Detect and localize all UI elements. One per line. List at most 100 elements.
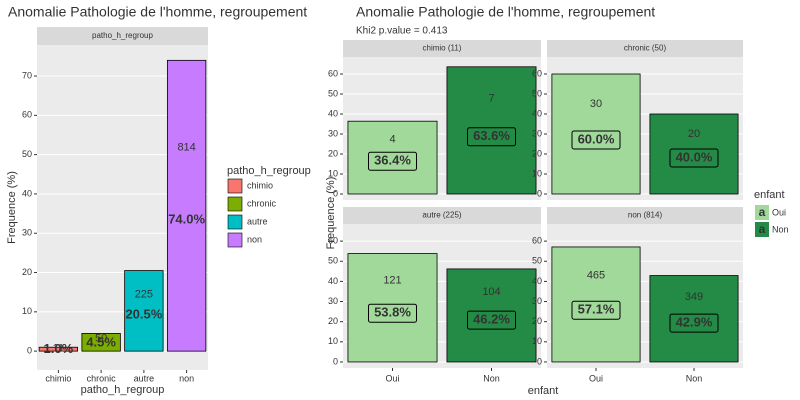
percent-label: 60.0% xyxy=(578,131,615,146)
y-tick-label: 50 xyxy=(532,256,542,266)
y-tick-label: 10 xyxy=(328,336,338,346)
y-tick-label: 20 xyxy=(328,316,338,326)
percent-label-box xyxy=(467,127,516,147)
y-tick-label: 10 xyxy=(22,306,32,316)
legend-key-text: a xyxy=(759,205,766,219)
x-tick-label: non xyxy=(179,373,194,383)
chart-title: Anomalie Pathologie de l'homme, regroupe… xyxy=(8,4,307,20)
count-label: 349 xyxy=(685,291,703,303)
y-tick-label: 40 xyxy=(532,108,542,118)
y-tick-label: 20 xyxy=(532,148,542,158)
bar xyxy=(81,333,121,352)
subtitle: Khi2 p.value = 0.413 xyxy=(356,26,448,37)
y-tick-label: 0 xyxy=(537,188,542,198)
legend-key xyxy=(755,205,769,220)
y-tick-label: 30 xyxy=(328,296,338,306)
y-tick-label: 30 xyxy=(532,128,542,138)
y-tick-label: 40 xyxy=(328,276,338,286)
y-tick-label: 30 xyxy=(328,128,338,138)
y-tick-label: 20 xyxy=(22,267,32,277)
legend-key xyxy=(227,232,243,248)
x-tick-label: Non xyxy=(483,373,500,383)
y-tick-label: 0 xyxy=(333,356,338,366)
y-tick-label: 20 xyxy=(328,148,338,158)
percent-label-box xyxy=(368,303,417,323)
count-label: 20 xyxy=(688,128,700,140)
count-label: 121 xyxy=(383,275,401,287)
x-tick-label: chimio xyxy=(45,373,71,383)
legend-title: patho_h_regroup xyxy=(227,165,311,177)
y-tick-label: 60 xyxy=(328,68,338,78)
strip-label: chimio (11) xyxy=(423,44,462,53)
y-tick-label: 60 xyxy=(22,110,32,120)
legend-key-text: a xyxy=(759,222,766,236)
legend-key xyxy=(227,196,243,212)
count-label: 104 xyxy=(482,286,500,298)
y-tick-label: 0 xyxy=(537,356,542,366)
count-label: 50 xyxy=(95,333,107,345)
percent-label-box xyxy=(669,313,719,333)
y-tick-label: 50 xyxy=(532,88,542,98)
percent-label: 74.0% xyxy=(168,212,205,227)
strip-label: chronic (50) xyxy=(624,44,667,53)
x-axis-label: patho_h_regroup xyxy=(81,384,165,396)
legend-key xyxy=(755,222,769,237)
count-label: 11 xyxy=(53,342,64,354)
legend-label: Oui xyxy=(772,207,786,217)
y-tick-label: 30 xyxy=(22,228,32,238)
legend-label: non xyxy=(247,234,262,244)
legend-label: chimio xyxy=(247,180,273,190)
y-tick-label: 60 xyxy=(328,235,338,245)
strip-label: patho_h_regroup xyxy=(92,31,153,40)
strip xyxy=(547,40,743,57)
percent-label: 53.8% xyxy=(374,305,411,320)
strip xyxy=(547,207,743,224)
legend-title: enfant xyxy=(754,189,785,201)
strip xyxy=(343,40,541,57)
percent-label: 40.0% xyxy=(676,149,713,164)
percent-label: 63.6% xyxy=(473,128,510,143)
percent-label: 4.5% xyxy=(86,335,116,350)
percent-label-box xyxy=(571,300,621,320)
y-tick-label: 0 xyxy=(27,346,32,356)
x-tick-label: Non xyxy=(686,373,703,383)
legend-label: chronic xyxy=(247,198,277,208)
count-label: 4 xyxy=(389,133,395,145)
x-tick-label: Oui xyxy=(385,373,399,383)
y-tick-label: 30 xyxy=(532,296,542,306)
y-tick-label: 40 xyxy=(22,188,32,198)
percent-label: 46.2% xyxy=(473,312,510,327)
y-tick-label: 70 xyxy=(22,70,32,80)
y-tick-label: 50 xyxy=(328,88,338,98)
percent-label-box xyxy=(467,310,516,330)
bar xyxy=(166,59,207,352)
strip xyxy=(343,207,541,224)
count-label: 7 xyxy=(488,93,494,105)
legend-key xyxy=(227,178,243,194)
legend-key xyxy=(227,214,243,230)
y-tick-label: 0 xyxy=(333,188,338,198)
y-axis-label: Frequence (%) xyxy=(325,177,337,250)
percent-label: 42.9% xyxy=(676,315,713,330)
percent-label: 57.1% xyxy=(578,302,615,317)
percent-label-box xyxy=(368,151,417,171)
y-tick-label: 10 xyxy=(532,336,542,346)
x-tick-label: autre xyxy=(134,373,155,383)
y-tick-label: 10 xyxy=(328,168,338,178)
y-axis-label: Frequence (%) xyxy=(6,171,18,244)
y-tick-label: 20 xyxy=(532,316,542,326)
count-label: 814 xyxy=(177,141,195,153)
count-label: 465 xyxy=(587,270,605,282)
legend-label: Non xyxy=(772,224,789,234)
strip-label: non (814) xyxy=(628,211,663,220)
bar xyxy=(38,346,79,352)
y-tick-label: 10 xyxy=(532,168,542,178)
count-label: 30 xyxy=(590,98,602,110)
percent-label-box xyxy=(571,130,621,150)
x-axis-label: enfant xyxy=(528,385,559,397)
x-tick-label: chronic xyxy=(87,373,117,383)
y-tick-label: 50 xyxy=(328,256,338,266)
x-tick-label: Oui xyxy=(589,373,603,383)
strip-label: autre (225) xyxy=(422,211,461,220)
